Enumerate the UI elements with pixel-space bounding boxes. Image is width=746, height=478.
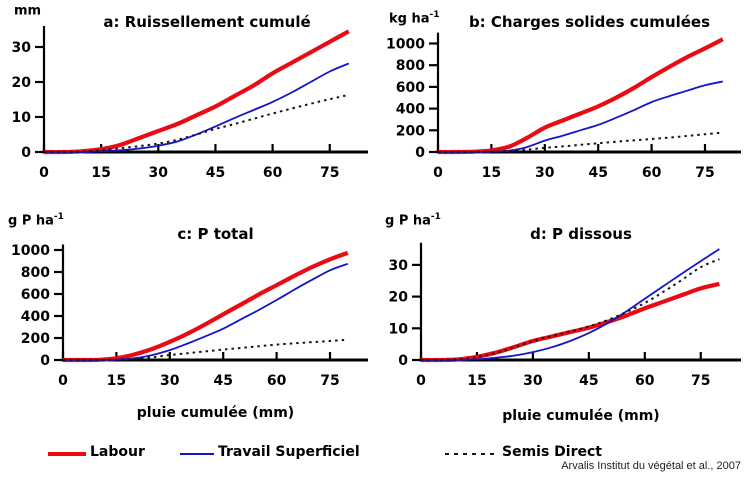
- semis-direct-line-sample: [445, 453, 497, 455]
- y-tick-label: 200: [21, 331, 50, 347]
- x-tick-label: 75: [320, 165, 339, 181]
- x-tick-label: 60: [267, 373, 287, 389]
- panel-d: 0 15 30 45 60 75 0 10 20 30 g P ha-1 d: P dissous…: [373, 205, 746, 438]
- series-line-labour: [63, 250, 349, 363]
- y-tick-label: 400: [396, 102, 425, 118]
- chart-c: 0 15 30 45 60 75 0 200 400 600 800 1000: [11, 243, 368, 389]
- chart-a: 0 15 30 45 60 75 0 10 20 30: [12, 26, 368, 181]
- x-axis-label-d: pluie cumulée (mm): [502, 408, 660, 424]
- series-line-semis_direct: [43, 93, 350, 154]
- y-tick-label: 600: [21, 287, 50, 303]
- y-tick-label: 0: [398, 353, 408, 369]
- x-tick-label: 45: [213, 373, 232, 389]
- panel-title-a: a: Ruissellement cumulé: [103, 13, 311, 31]
- series-line-labour: [437, 37, 724, 155]
- panel-c: 0 15 30 45 60 75 0 200 400 600 800 1000 g P ha-1 c:…: [0, 205, 373, 438]
- x-tick-label: 75: [695, 165, 714, 181]
- labour-line-sample: [48, 452, 86, 456]
- x-tick-label: 60: [263, 165, 283, 181]
- y-tick-label: 20: [12, 75, 32, 91]
- panel-title-c: c: P total: [177, 225, 254, 243]
- y-tick-label: 0: [415, 145, 425, 161]
- x-tick-label: 45: [206, 165, 225, 181]
- attribution-text: Arvalis Institut du végétal et al., 2007: [561, 460, 741, 472]
- y-tick-label: 0: [21, 145, 31, 161]
- y-tick-label: 1000: [11, 243, 50, 259]
- y-tick-label: 600: [396, 80, 425, 96]
- x-tick-label: 75: [691, 373, 710, 389]
- unit-exponent: -1: [53, 212, 64, 222]
- legend-label-labour: Labour: [90, 444, 145, 460]
- x-tick-label: 0: [39, 165, 49, 181]
- legend-label-semis-direct: Semis Direct: [502, 444, 602, 460]
- y-tick-label: 30: [389, 258, 409, 274]
- series-line-semis_direct: [63, 338, 348, 361]
- x-tick-label: 15: [91, 165, 110, 181]
- chart-b: 0 15 30 45 60 75 0 200 400 600 800 1000: [386, 32, 741, 181]
- x-tick-label: 30: [535, 165, 555, 181]
- x-tick-label: 15: [482, 165, 501, 181]
- x-tick-label: 30: [160, 373, 180, 389]
- y-tick-label: 20: [389, 290, 409, 306]
- panel-title-d: d: P dissous: [530, 225, 632, 243]
- travail-superficiel-line-sample: [180, 453, 214, 455]
- x-tick-label: 0: [433, 165, 443, 181]
- x-tick-label: 45: [588, 165, 607, 181]
- x-axis-label-c: pluie cumulée (mm): [136, 405, 295, 421]
- panel-a: 0 15 30 45 60 75 0 10 20 30 mm a: Ruissellement c…: [0, 0, 373, 205]
- chart-d: 0 15 30 45 60 75 0 10 20 30: [389, 242, 741, 389]
- y-tick-label: 30: [12, 40, 32, 56]
- legend-item-labour: Labour: [48, 444, 188, 464]
- unit-text: kg ha: [389, 11, 430, 27]
- unit-exponent: -1: [430, 212, 441, 222]
- y-tick-label: 1000: [386, 37, 425, 53]
- unit-exponent: -1: [429, 10, 440, 20]
- series-line-travail_superficiel: [43, 62, 350, 153]
- unit-text: mm: [14, 3, 42, 19]
- x-tick-label: 45: [579, 373, 598, 389]
- y-axis-unit-c: g P ha-1: [8, 212, 64, 228]
- x-tick-label: 60: [642, 165, 662, 181]
- x-tick-label: 0: [58, 373, 68, 389]
- x-tick-label: 15: [107, 373, 126, 389]
- y-tick-label: 800: [396, 58, 425, 74]
- y-tick-label: 0: [40, 353, 50, 369]
- y-tick-label: 10: [389, 321, 409, 337]
- series-line-travail_superficiel: [437, 80, 723, 153]
- panel-title-b: b: Charges solides cumulées: [468, 13, 711, 31]
- x-tick-label: 15: [467, 373, 486, 389]
- panel-b: 0 15 30 45 60 75 0 200 400 600 800 1000 kg ha-1 b: …: [373, 0, 746, 205]
- y-tick-label: 10: [12, 110, 32, 126]
- x-tick-label: 30: [149, 165, 169, 181]
- unit-text: g P ha: [385, 213, 431, 229]
- x-tick-label: 75: [320, 373, 339, 389]
- unit-text: g P ha: [8, 213, 54, 229]
- y-axis-unit-b: kg ha-1: [389, 10, 440, 26]
- legend: Labour Travail Superficiel Semis Direct …: [0, 438, 746, 478]
- x-tick-label: 60: [635, 373, 655, 389]
- legend-label-travail-superficiel: Travail Superficiel: [218, 444, 360, 460]
- y-axis-unit-d: g P ha-1: [385, 212, 441, 228]
- x-tick-label: 0: [416, 373, 426, 389]
- y-axis-unit-a: mm: [14, 2, 41, 18]
- series-line-semis_direct: [437, 131, 723, 154]
- series-line-labour: [420, 281, 720, 363]
- series-line-travail_superficiel: [421, 248, 720, 361]
- series-line-labour: [43, 29, 350, 155]
- series-line-travail_superficiel: [63, 262, 349, 361]
- legend-item-semis-direct: Semis Direct: [445, 444, 615, 464]
- y-tick-label: 200: [396, 123, 425, 139]
- y-tick-label: 400: [21, 309, 50, 325]
- y-tick-label: 800: [21, 265, 50, 281]
- series-line-semis_direct: [420, 258, 720, 362]
- legend-item-travail-superficiel: Travail Superficiel: [180, 444, 360, 464]
- x-tick-label: 30: [523, 373, 543, 389]
